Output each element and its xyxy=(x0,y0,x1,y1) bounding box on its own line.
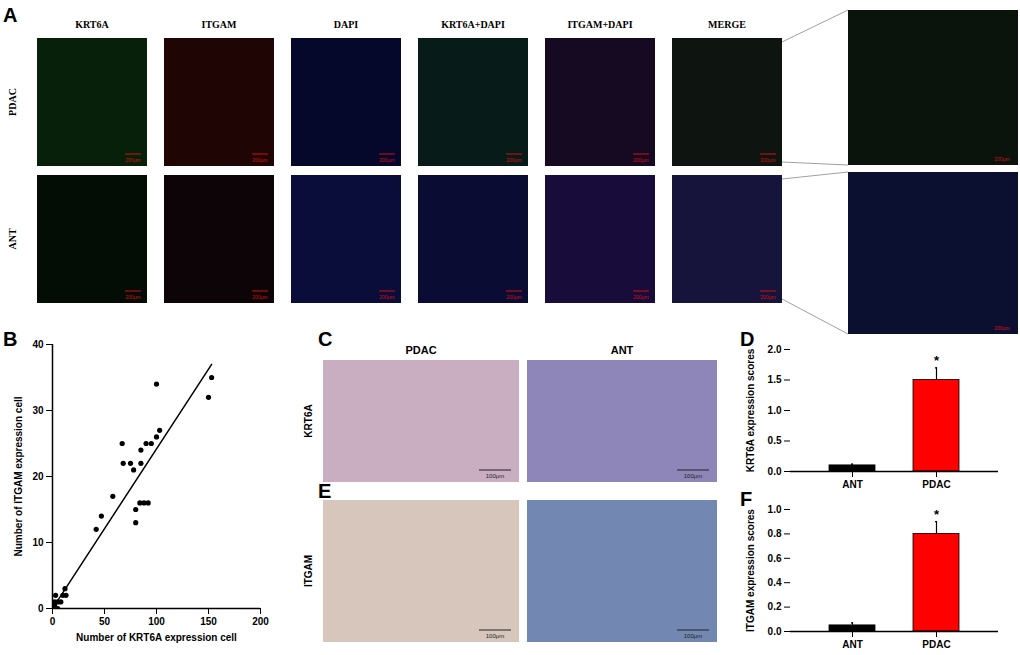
svg-text:ITGAM+DAPI: ITGAM+DAPI xyxy=(567,19,632,30)
svg-text:200μm: 200μm xyxy=(506,294,521,300)
svg-text:200μm: 200μm xyxy=(379,294,394,300)
svg-text:ITGAM: ITGAM xyxy=(303,555,314,587)
svg-text:ANT: ANT xyxy=(842,479,863,490)
svg-text:100μm: 100μm xyxy=(486,473,504,479)
svg-text:C: C xyxy=(318,328,332,350)
svg-text:200μm: 200μm xyxy=(506,157,521,163)
svg-text:100μm: 100μm xyxy=(684,633,702,639)
svg-text:200μm: 200μm xyxy=(252,157,267,163)
svg-text:0.0: 0.0 xyxy=(768,466,782,477)
svg-text:D: D xyxy=(740,328,754,350)
svg-text:200μm: 200μm xyxy=(125,294,140,300)
svg-text:200μm: 200μm xyxy=(633,157,648,163)
svg-text:PDAC: PDAC xyxy=(922,639,950,650)
svg-text:KRT6A: KRT6A xyxy=(75,19,109,30)
svg-text:0.0: 0.0 xyxy=(768,626,782,637)
svg-text:0.6: 0.6 xyxy=(768,553,782,564)
svg-text:2.0: 2.0 xyxy=(768,344,782,355)
svg-text:0.5: 0.5 xyxy=(768,435,782,446)
svg-text:Number of ITGAM expression cel: Number of ITGAM expression cell xyxy=(13,396,24,556)
svg-text:0: 0 xyxy=(38,603,44,614)
svg-text:150: 150 xyxy=(200,616,217,627)
svg-text:0.8: 0.8 xyxy=(768,528,782,539)
svg-text:200μm: 200μm xyxy=(379,157,394,163)
svg-text:KRT6A expression scores: KRT6A expression scores xyxy=(745,348,756,472)
svg-text:B: B xyxy=(3,328,17,350)
svg-text:50: 50 xyxy=(99,616,111,627)
svg-text:200μm: 200μm xyxy=(994,325,1009,331)
svg-text:1.5: 1.5 xyxy=(768,374,782,385)
svg-text:F: F xyxy=(740,488,752,510)
svg-text:DAPI: DAPI xyxy=(334,19,359,30)
svg-text:0.4: 0.4 xyxy=(768,577,782,588)
svg-text:200μm: 200μm xyxy=(994,156,1009,162)
svg-text:PDAC: PDAC xyxy=(922,479,950,490)
svg-text:20: 20 xyxy=(32,471,44,482)
svg-text:0: 0 xyxy=(50,616,56,627)
svg-text:1.0: 1.0 xyxy=(768,405,782,416)
svg-text:ANT: ANT xyxy=(842,639,863,650)
svg-text:E: E xyxy=(318,480,331,502)
svg-text:100μm: 100μm xyxy=(684,473,702,479)
svg-text:A: A xyxy=(3,4,17,26)
svg-text:KRT6A+DAPI: KRT6A+DAPI xyxy=(441,19,505,30)
svg-text:100μm: 100μm xyxy=(486,633,504,639)
svg-text:200μm: 200μm xyxy=(125,157,140,163)
svg-text:200μm: 200μm xyxy=(252,294,267,300)
svg-text:ANT: ANT xyxy=(7,228,18,249)
svg-text:KRT6A: KRT6A xyxy=(303,404,314,437)
svg-text:30: 30 xyxy=(32,405,44,416)
svg-text:ITGAM expression scores: ITGAM expression scores xyxy=(745,509,756,632)
svg-text:PDAC: PDAC xyxy=(7,88,18,116)
svg-text:*: * xyxy=(934,507,940,522)
svg-text:40: 40 xyxy=(32,339,44,350)
svg-text:ANT: ANT xyxy=(611,344,634,356)
svg-text:200: 200 xyxy=(252,616,269,627)
svg-text:1.0: 1.0 xyxy=(768,504,782,515)
svg-text:10: 10 xyxy=(32,537,44,548)
svg-text:*: * xyxy=(934,353,940,368)
svg-text:ITGAM: ITGAM xyxy=(202,19,238,30)
svg-text:100: 100 xyxy=(148,616,165,627)
svg-text:PDAC: PDAC xyxy=(405,344,436,356)
svg-text:0.2: 0.2 xyxy=(768,601,782,612)
svg-text:200μm: 200μm xyxy=(760,157,775,163)
svg-text:MERGE: MERGE xyxy=(708,19,746,30)
svg-text:200μm: 200μm xyxy=(633,294,648,300)
svg-text:200μm: 200μm xyxy=(760,294,775,300)
svg-text:Number of KRT6A expression cel: Number of KRT6A expression cell xyxy=(76,632,237,643)
